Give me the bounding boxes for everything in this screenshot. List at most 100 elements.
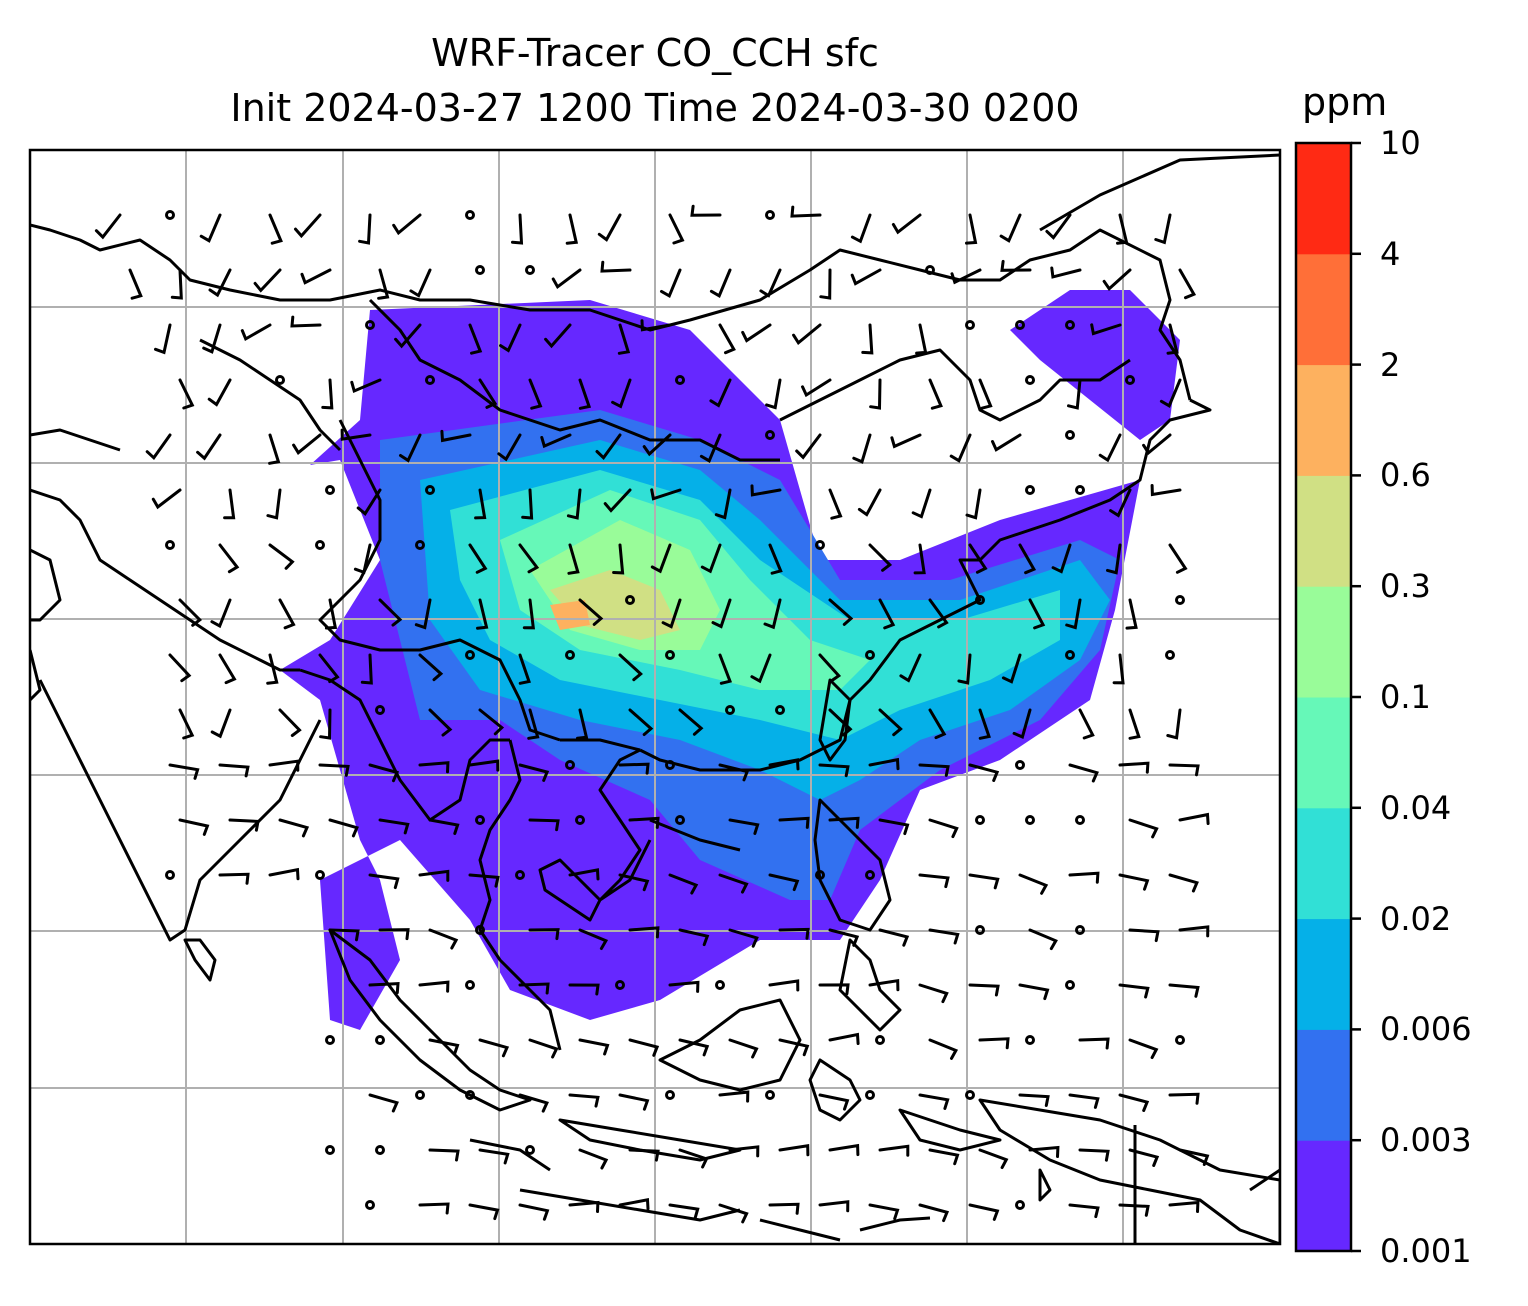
wind-barb (728, 818, 760, 835)
wind-barb (714, 488, 732, 520)
wind-barb (618, 762, 650, 775)
wind-barb (1045, 213, 1072, 240)
wind-barb (828, 1032, 860, 1045)
calm-marker (375, 1035, 385, 1045)
wind-barb (168, 763, 200, 780)
wind-barb (918, 873, 950, 889)
wind-barb (1128, 1148, 1160, 1167)
wind-barb (878, 928, 910, 947)
colorbar-tick-label: 0.003 (1380, 1121, 1472, 1160)
calm-marker (165, 210, 175, 220)
wind-barb (518, 1203, 550, 1221)
wind-barb (1018, 1093, 1050, 1107)
colorbar-tick-label: 0.6 (1380, 456, 1431, 495)
colorbar-segment (1296, 1140, 1351, 1252)
wind-barb (168, 653, 192, 683)
calm-marker (525, 1145, 535, 1155)
wind-barb (328, 928, 360, 942)
wind-barb (828, 598, 854, 626)
wind-barb (228, 818, 260, 832)
wind-barb (957, 653, 972, 685)
wind-barb (418, 653, 444, 682)
wind-barb (551, 268, 582, 290)
wind-barb (1159, 378, 1182, 408)
wind-barb (1168, 543, 1188, 574)
wind-barb (474, 488, 487, 520)
wind-barb (611, 378, 632, 409)
wind-barb (661, 598, 682, 629)
wind-barb (728, 1038, 759, 1059)
wind-barb (899, 653, 922, 683)
calm-marker (975, 815, 985, 825)
wind-barb (319, 708, 332, 740)
calm-marker (465, 210, 475, 220)
wind-barb (617, 323, 631, 355)
wind-barb (628, 1148, 660, 1162)
calm-marker (515, 870, 525, 880)
calm-marker (615, 980, 625, 990)
wind-barb (660, 268, 682, 299)
wind-barb (950, 268, 982, 285)
calm-marker (765, 210, 775, 220)
calm-marker (865, 1090, 875, 1100)
wind-barb (603, 488, 632, 513)
wind-barb (768, 1202, 800, 1215)
wind-barb (778, 816, 810, 829)
wind-barb (868, 543, 893, 572)
wind-barb (768, 873, 800, 892)
wind-barb (1028, 1145, 1060, 1158)
wind-barb (1118, 1203, 1150, 1217)
calm-marker (1065, 320, 1075, 330)
calm-marker (975, 925, 985, 935)
colorbar-segment (1296, 364, 1351, 476)
wind-barb (568, 1093, 600, 1108)
colorbar-segment (1296, 918, 1351, 1030)
wind-barb (628, 1038, 660, 1057)
calm-marker (775, 705, 785, 715)
wind-barb (476, 598, 489, 630)
wind-barb (468, 543, 488, 574)
wind-barb (828, 816, 860, 829)
wind-barb (208, 268, 232, 298)
wind-barb (1000, 259, 1032, 272)
wind-barb (868, 978, 900, 992)
wind-barb (918, 1203, 950, 1223)
wind-barb (618, 1093, 650, 1111)
colorbar-ticks (1351, 141, 1361, 1253)
colorbar-segment (1296, 586, 1351, 698)
wind-barb (699, 433, 722, 463)
wind-barb (565, 213, 579, 245)
map-area (30, 150, 1280, 1244)
wind-barb (968, 983, 1000, 997)
wind-barb (1068, 1203, 1100, 1219)
wind-barb (1109, 488, 1132, 518)
wind-barb (968, 763, 1000, 782)
wind-barb (1078, 1148, 1110, 1162)
wind-barb (819, 268, 832, 300)
wind-barb (1106, 543, 1122, 575)
wind-barb (1051, 543, 1072, 574)
wind-barb (368, 1093, 399, 1113)
colorbar-segment (1296, 1029, 1351, 1141)
colorbar-segment (1296, 475, 1351, 587)
wind-barb (294, 213, 322, 239)
calm-wind-markers (165, 210, 1185, 1210)
wind-barb (718, 1203, 749, 1224)
tracer-field (280, 290, 1180, 1030)
calm-marker (675, 815, 685, 825)
wind-barb (292, 433, 322, 455)
wind-barb (178, 378, 195, 410)
calm-marker (975, 595, 985, 605)
wind-barb (878, 598, 896, 630)
calm-marker (1075, 485, 1085, 495)
wind-barb (518, 982, 550, 995)
wind-barb (240, 323, 272, 342)
wind-barb (868, 757, 900, 771)
wind-barb (1166, 323, 1179, 355)
colorbar-tick-label: 0.3 (1380, 567, 1431, 606)
wind-barb (978, 1037, 1010, 1050)
calm-marker (465, 1090, 475, 1100)
wind-barb (223, 488, 236, 520)
wind-barb (718, 1090, 750, 1103)
wind-barb (418, 1202, 450, 1215)
